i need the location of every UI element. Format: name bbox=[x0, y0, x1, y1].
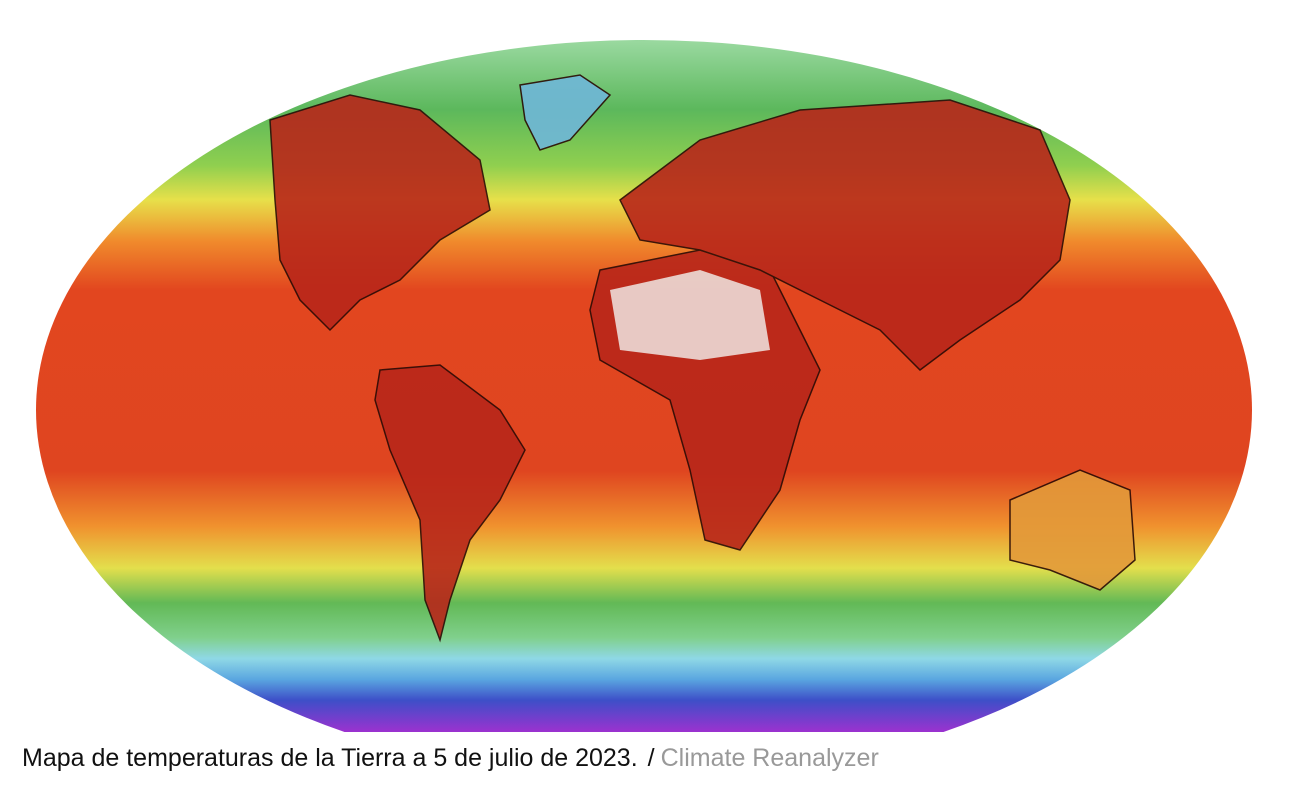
continents bbox=[269, 74, 1136, 643]
globe bbox=[36, 40, 1252, 732]
sahara bbox=[610, 270, 770, 360]
caption-text: Mapa de temperaturas de la Tierra a 5 de… bbox=[22, 744, 638, 772]
eurasia bbox=[619, 99, 1071, 371]
greenland bbox=[519, 74, 612, 151]
south-america bbox=[374, 364, 526, 643]
map-body bbox=[36, 40, 1252, 732]
caption-credit: Climate Reanalyzer bbox=[660, 744, 879, 772]
australia bbox=[1009, 469, 1136, 591]
north-america bbox=[269, 94, 491, 332]
temperature-map bbox=[36, 40, 1252, 732]
caption: Mapa de temperaturas de la Tierra a 5 de… bbox=[22, 744, 879, 773]
caption-separator: / bbox=[647, 744, 655, 772]
